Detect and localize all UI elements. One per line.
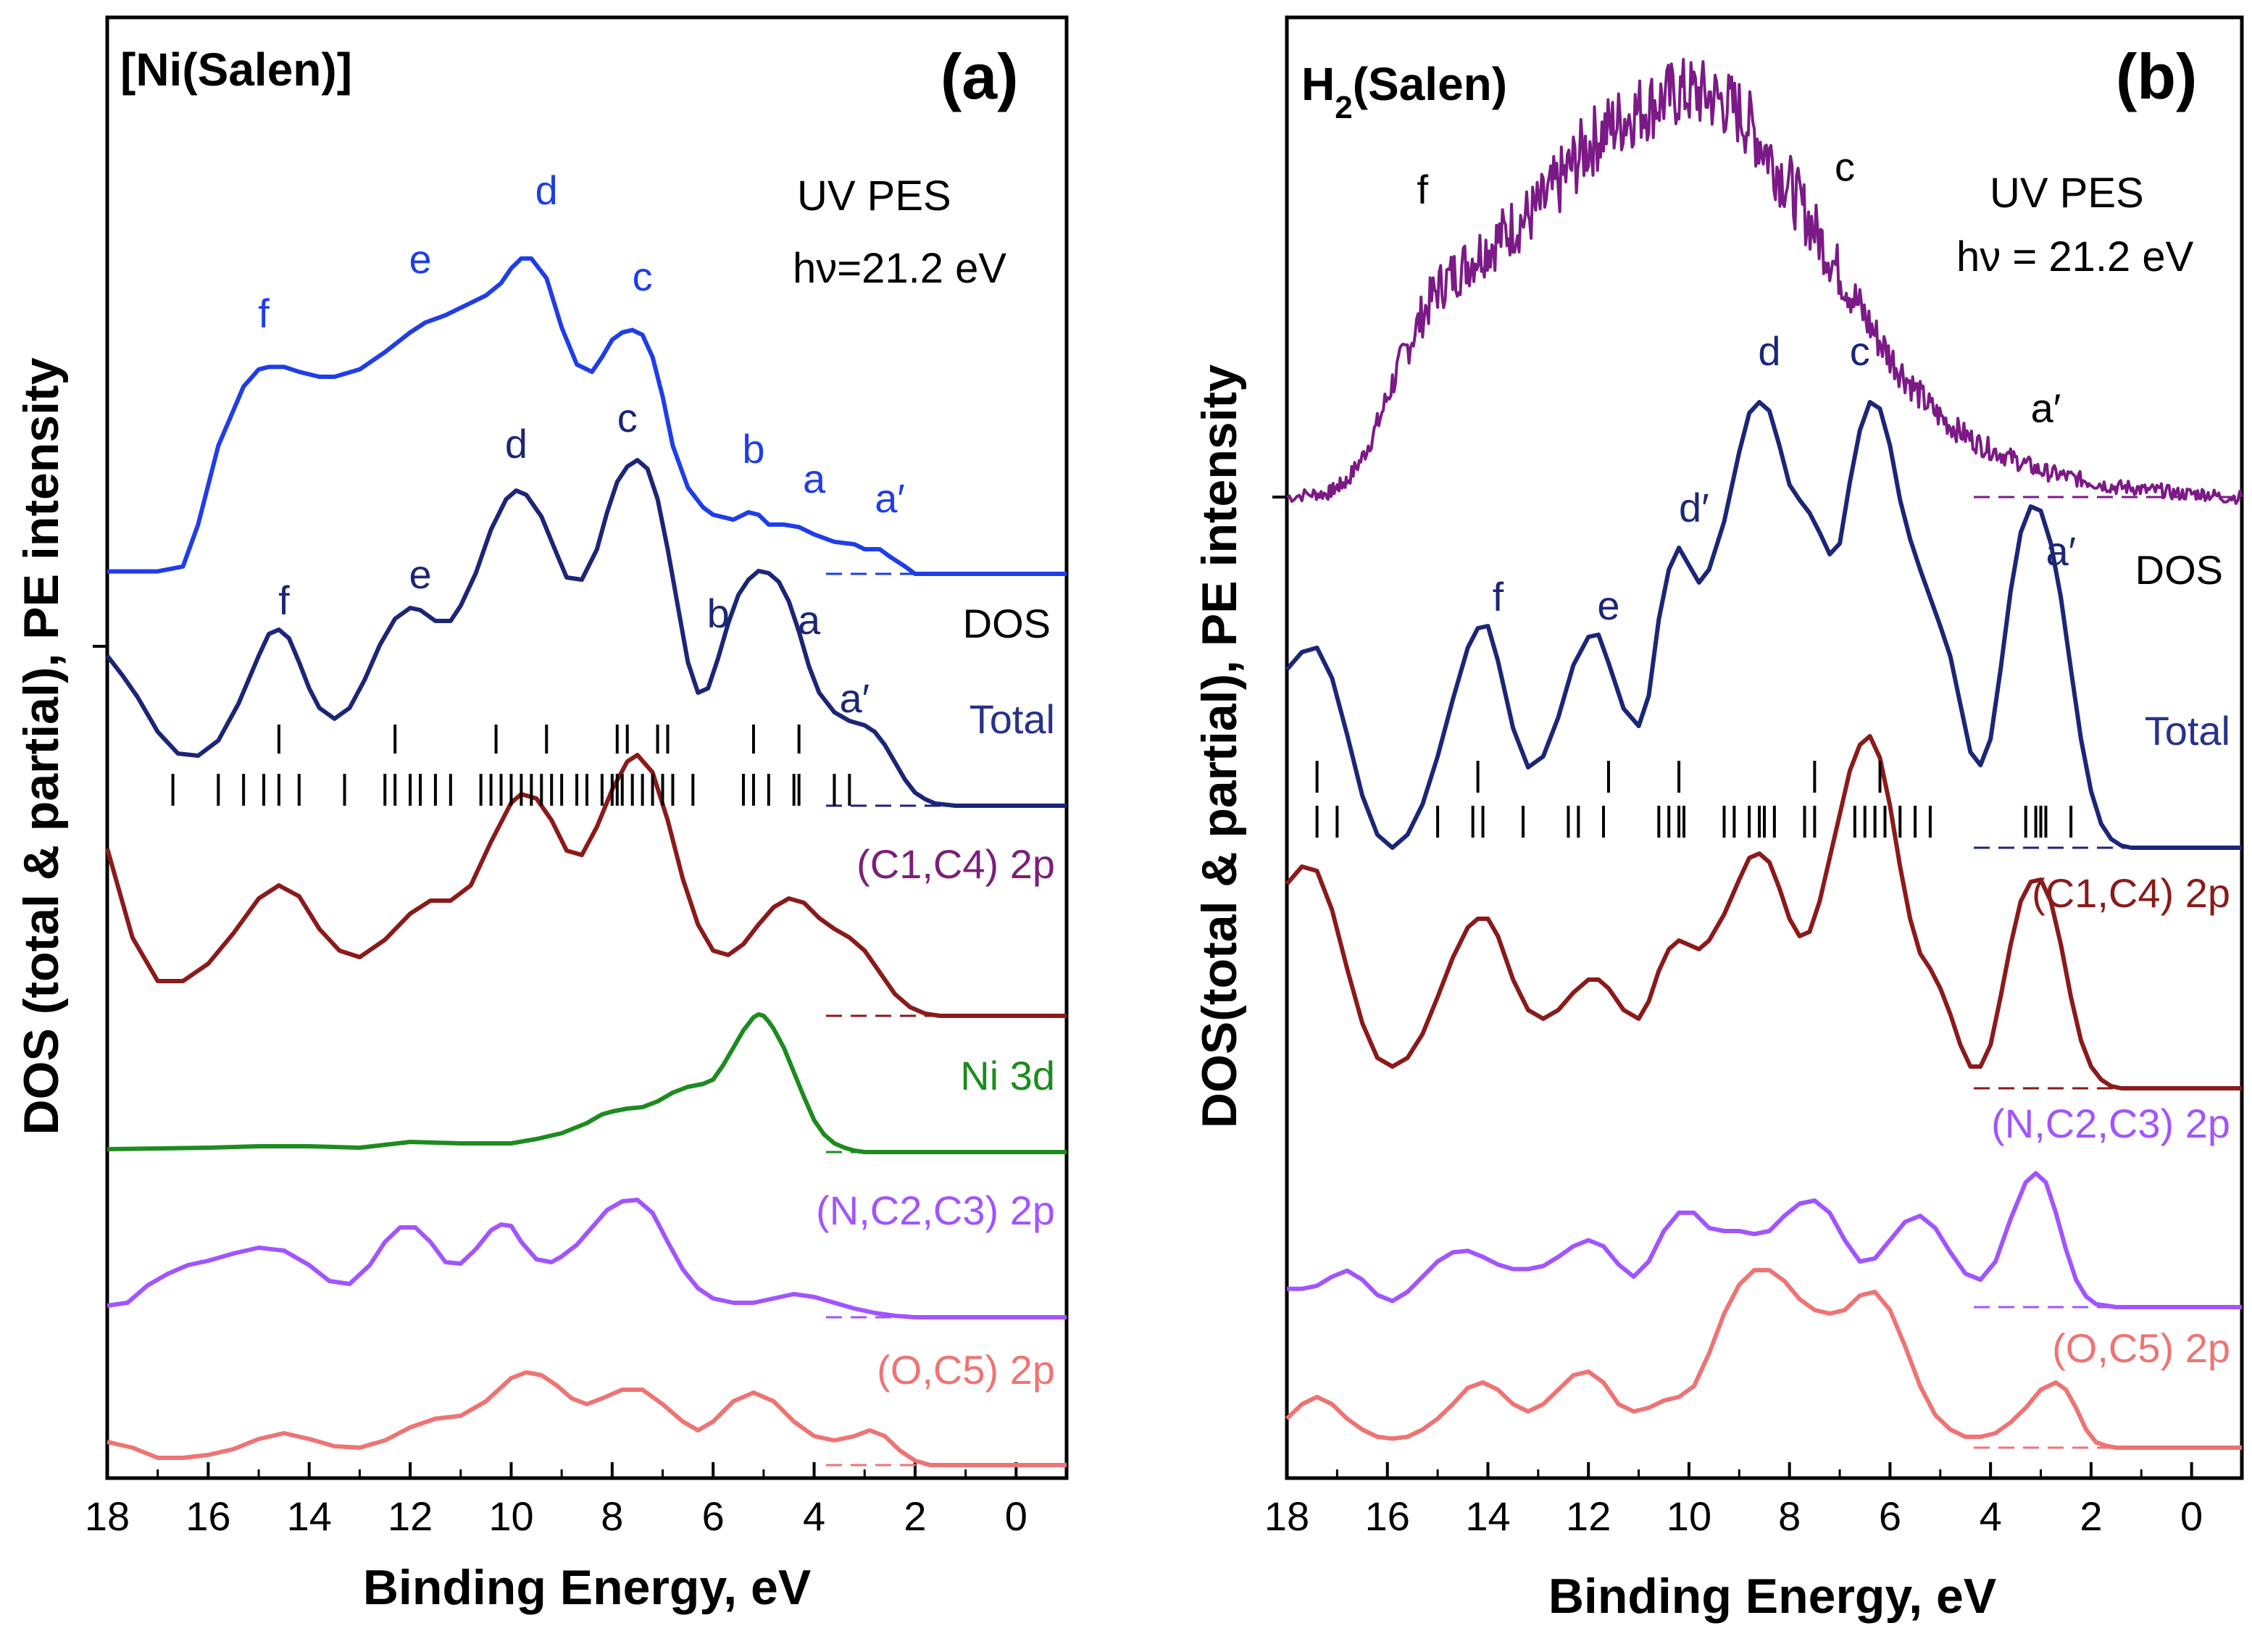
x-tick-label-a: 2 xyxy=(904,1493,926,1539)
series-label--c1-c4-2p-a: (C1,C4) 2p xyxy=(856,841,1055,887)
x-tick-label-b: 14 xyxy=(1465,1493,1510,1539)
x-tick-label-a: 4 xyxy=(803,1493,825,1539)
series-label--n-c2-c3-2p-b: (N,C2,C3) 2p xyxy=(1991,1101,2230,1146)
x-tick-label-a: 12 xyxy=(388,1493,433,1539)
x-tick-label-a: 8 xyxy=(601,1493,623,1539)
x-tick-label-a: 16 xyxy=(185,1493,230,1539)
x-tick-label-b: 6 xyxy=(1879,1493,1901,1539)
y-axis-title-b: DOS(total & partial), PE intensity xyxy=(1192,364,1247,1128)
plot-frame-b xyxy=(1285,15,2244,1480)
x-tick-label-a: 18 xyxy=(85,1493,130,1539)
series-label-dos-total-b: Total xyxy=(2145,708,2230,754)
series-line--c1-c4-2p-a xyxy=(105,753,1067,1018)
compound-label-b: H2(Salen) xyxy=(1301,58,1507,125)
peak-label-b: d′ xyxy=(1679,485,1709,530)
x-axis-title-b: Binding Energy, eV xyxy=(1548,1569,1996,1624)
peak-label-a: f xyxy=(278,577,290,623)
x-tick-label-a: 6 xyxy=(702,1493,725,1539)
dos-label-b: DOS xyxy=(2135,547,2223,593)
peak-label-b: f xyxy=(1493,574,1504,620)
annotation-uvpes-b: UV PES xyxy=(1990,170,2144,217)
x-tick-label-a: 10 xyxy=(488,1493,533,1539)
peak-label-b: c xyxy=(1850,328,1870,374)
panel-letter-a: (a) xyxy=(941,41,1019,112)
plot-frame-a xyxy=(105,15,1069,1480)
peak-label-a: a xyxy=(798,597,821,643)
series-line--n-c2-c3-2p-a xyxy=(107,1198,1067,1319)
annotation-photon-energy-b: hν = 21.2 eV xyxy=(1956,233,2194,280)
series-label-dos-total-a: Total xyxy=(969,696,1055,742)
series-label--o-c5-2p-a: (O,C5) 2p xyxy=(877,1347,1055,1393)
series-label-ni-3d-a: Ni 3d xyxy=(960,1053,1055,1098)
peak-label-a: c xyxy=(617,395,638,441)
x-tick-label-b: 10 xyxy=(1667,1493,1711,1539)
peak-label-b: a′ xyxy=(2031,385,2061,431)
peak-label-b: a′ xyxy=(2045,528,2076,574)
x-tick-label-b: 8 xyxy=(1778,1493,1801,1539)
x-tick-label-b: 2 xyxy=(2080,1493,2102,1539)
annotation-photon-energy-a: hν=21.2 eV xyxy=(793,245,1006,292)
peak-label-b: c xyxy=(1835,144,1855,190)
panel-a: 18 16 14 12 10 8 6 4 2 0 Total (C1,C4) 2p Ni 3d (N,C2… xyxy=(14,15,1069,1615)
series-line-uv-pes-b xyxy=(1286,58,2243,505)
x-tick-label-b: 16 xyxy=(1365,1493,1410,1539)
compound-b-subscript: 2 xyxy=(1335,90,1352,125)
peak-label-a: b xyxy=(707,591,730,636)
x-tick-label-a: 14 xyxy=(287,1493,332,1539)
x-tick-label-a: 0 xyxy=(1005,1493,1027,1539)
x-axis-title-a: Binding Energy, eV xyxy=(363,1560,811,1615)
x-tick-label-b: 4 xyxy=(1980,1493,2002,1539)
y-axis-title-a: DOS (total & partial), PE intensity xyxy=(14,357,69,1135)
x-tick-label-b: 12 xyxy=(1566,1493,1611,1539)
peak-label-a: d xyxy=(505,421,527,467)
series-line--o-c5-2p-a xyxy=(107,1370,1067,1467)
peak-label-a: e xyxy=(409,551,431,597)
peak-label-a: d xyxy=(535,167,558,213)
series-line-dos-total-b xyxy=(1285,400,2242,850)
series-label--o-c5-2p-b: (O,C5) 2p xyxy=(2052,1325,2230,1371)
series-line-uv-pes-a xyxy=(107,256,1067,576)
compound-b-main: H xyxy=(1301,58,1335,110)
compound-label-a: [Ni(Salen)] xyxy=(120,43,352,96)
series-line-ni-3d-a xyxy=(107,1012,1067,1154)
dos-label-a: DOS xyxy=(963,601,1051,646)
peak-label-a: a′ xyxy=(839,675,869,721)
series-label--n-c2-c3-2p-a: (N,C2,C3) 2p xyxy=(816,1188,1055,1233)
peak-label-a: f xyxy=(258,291,270,336)
peak-label-a: e xyxy=(409,236,431,282)
plot-area-b: 18 16 14 12 10 8 6 4 2 0 Total (C1,C4) 2p (N,C2,C3) … xyxy=(1264,58,2243,1539)
plot-area-a: 18 16 14 12 10 8 6 4 2 0 Total (C1,C4) 2p Ni 3d (N,C2… xyxy=(85,167,1067,1539)
series-line--n-c2-c3-2p-b xyxy=(1287,1171,2242,1309)
series-line--c1-c4-2p-b xyxy=(1285,734,2242,1090)
annotation-uvpes-a: UV PES xyxy=(797,172,951,220)
peak-label-a: b xyxy=(742,426,764,472)
series-line--o-c5-2p-b xyxy=(1285,1268,2242,1450)
panel-letter-b: (b) xyxy=(2116,41,2197,112)
peak-label-b: d xyxy=(1758,328,1780,374)
peak-label-a: c xyxy=(633,254,653,299)
series-label--c1-c4-2p-b: (C1,C4) 2p xyxy=(2032,870,2230,916)
peak-label-b: e xyxy=(1597,583,1619,628)
peak-label-b: f xyxy=(1417,167,1429,212)
peak-label-a: a xyxy=(803,456,826,501)
x-tick-label-b: 0 xyxy=(2180,1493,2203,1539)
series-line-dos-total-a xyxy=(105,458,1067,808)
peak-label-a: a′ xyxy=(875,475,905,521)
x-tick-label-b: 18 xyxy=(1264,1493,1309,1539)
compound-b-rest: (Salen) xyxy=(1353,58,1507,110)
panel-b: 18 16 14 12 10 8 6 4 2 0 Total (C1,C4) 2p (N,C2,C3) … xyxy=(1192,15,2244,1624)
